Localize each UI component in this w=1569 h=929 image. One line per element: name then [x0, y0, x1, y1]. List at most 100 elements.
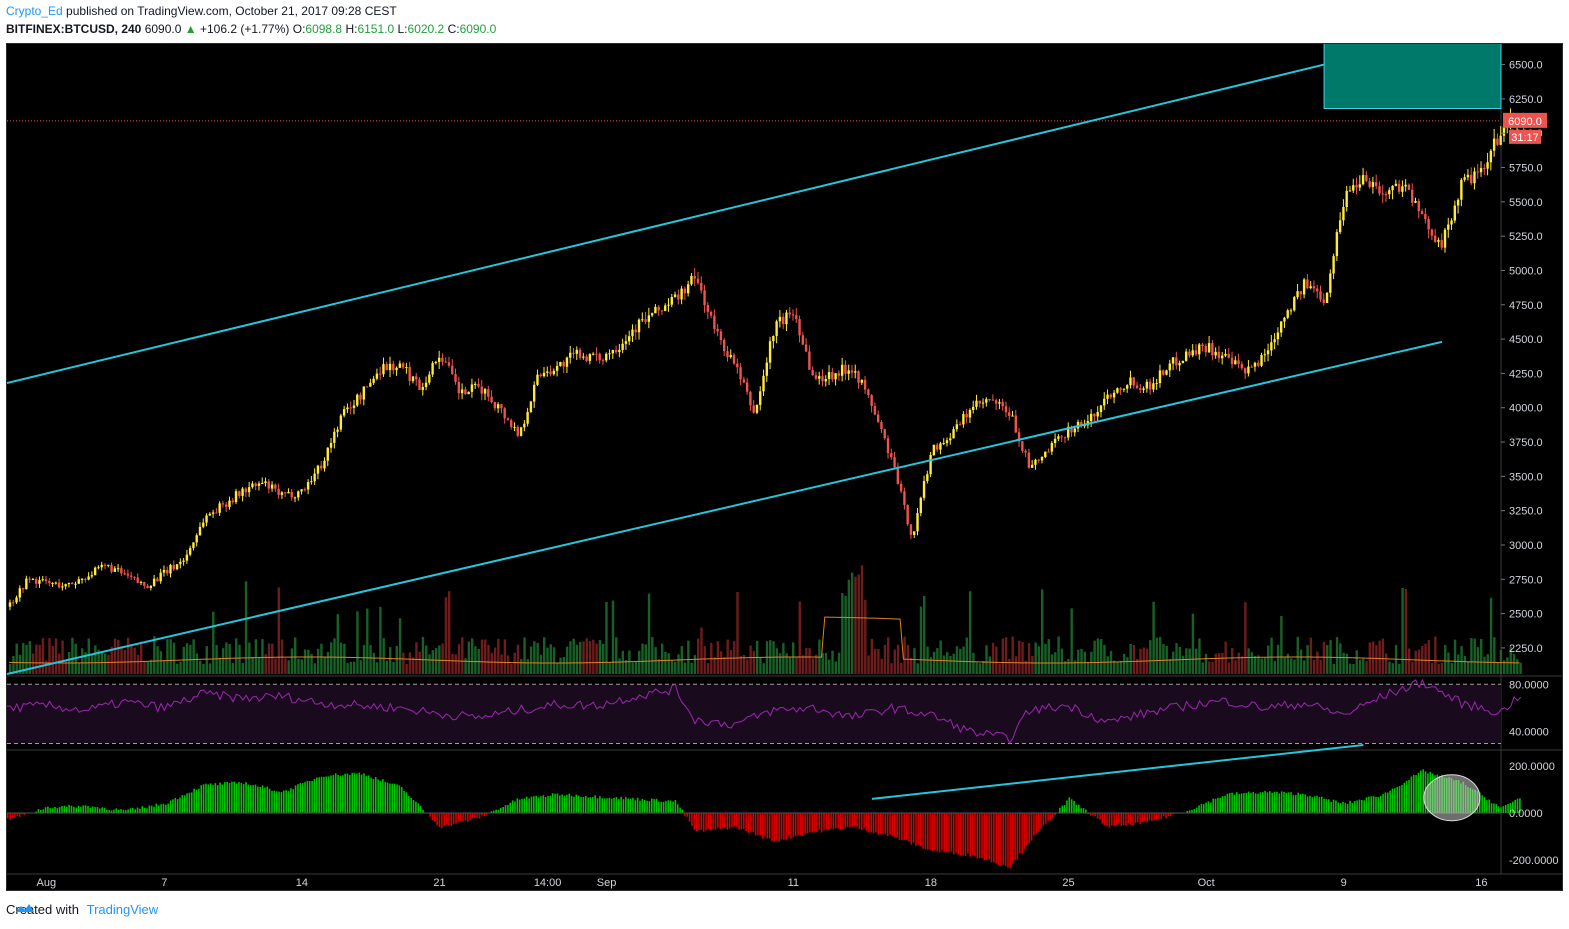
candle-body: [627, 336, 631, 342]
candle-body: [552, 370, 556, 375]
histogram-bar: [1259, 792, 1262, 813]
histogram-bar: [1066, 800, 1068, 813]
candle-body: [1162, 370, 1165, 375]
histogram-bar: [68, 804, 70, 813]
chart-svg[interactable]: 2250.02500.02750.03000.03250.03500.03750…: [7, 44, 1562, 890]
histogram-bar: [1212, 798, 1215, 813]
histogram-bar: [1252, 791, 1255, 813]
histogram-bar: [613, 797, 615, 813]
histogram-bar: [1243, 793, 1245, 813]
symbol-label[interactable]: BITFINEX:BTCUSD, 240: [6, 22, 142, 36]
volume-bar: [389, 647, 392, 674]
volume-bar: [107, 654, 110, 674]
histogram-bar: [1344, 802, 1347, 813]
histogram-bar: [153, 806, 155, 813]
candle-body: [1011, 415, 1014, 417]
histogram-bar: [238, 782, 240, 813]
volume-bar: [48, 638, 51, 674]
volume-bar: [638, 650, 641, 674]
histogram-bar: [228, 782, 231, 813]
candle-body: [424, 382, 428, 388]
histogram-bar: [249, 785, 252, 813]
candle-body: [336, 429, 339, 432]
candle-body: [166, 569, 169, 574]
histogram-bar: [794, 813, 797, 836]
candle-body: [352, 405, 356, 408]
candle-body: [1217, 351, 1221, 359]
candle-body: [680, 288, 683, 300]
volume-bar: [1437, 663, 1440, 674]
candle-body: [225, 504, 228, 507]
volume-bar: [605, 601, 608, 674]
volume-bar: [1463, 655, 1467, 674]
volume-bar: [916, 663, 919, 674]
histogram-bar: [344, 773, 346, 813]
candle-body: [798, 319, 801, 336]
chart-area[interactable]: 2250.0 2500.0 2750.0 3000.0 3250.0 3500.0 3750…: [6, 43, 1563, 891]
volume-bar: [945, 652, 949, 674]
histogram-bar: [176, 799, 179, 813]
volume-bar: [313, 663, 317, 674]
volume-bar: [493, 647, 497, 674]
histogram-bar: [1096, 813, 1099, 819]
oscillator-tick-label: -200.0000: [1509, 855, 1559, 867]
divergence-line: [871, 743, 1364, 800]
volume-bar: [1493, 637, 1496, 674]
price-tick-label: 3500.0: [1509, 471, 1543, 483]
histogram-bar: [462, 813, 464, 822]
volume-bar: [94, 645, 97, 674]
histogram-bar: [886, 813, 889, 837]
volume-bar: [919, 606, 923, 674]
histogram-bar: [474, 813, 476, 819]
volume-bar: [320, 643, 323, 674]
volume-bar: [703, 646, 706, 674]
histogram-bar: [1266, 792, 1269, 813]
candle-body: [1486, 162, 1489, 169]
volume-bar: [932, 651, 936, 674]
volume-bar: [1319, 659, 1322, 674]
histogram-bar: [207, 784, 210, 813]
volume-bar: [1132, 644, 1136, 674]
histogram-bar: [728, 813, 731, 829]
volume-bar: [1312, 659, 1316, 674]
histogram-bar: [603, 798, 606, 813]
highlight-circle: [1423, 774, 1481, 822]
volume-bar: [1253, 656, 1257, 674]
tradingview-link[interactable]: TradingView: [86, 902, 159, 917]
histogram-bar: [1410, 776, 1413, 813]
volume-bar: [352, 661, 356, 674]
volume-bar: [1499, 649, 1503, 674]
histogram-bar: [511, 800, 514, 813]
candle-body: [506, 418, 510, 421]
candle-body: [1014, 415, 1017, 433]
histogram-bar: [533, 796, 535, 813]
histogram-bar: [924, 813, 927, 849]
volume-bar: [323, 657, 326, 674]
volume-bar: [18, 654, 22, 674]
candle-body: [575, 349, 578, 354]
histogram-bar: [905, 813, 908, 841]
histogram-bar: [698, 813, 700, 831]
histogram-bar: [261, 785, 264, 813]
volume-bar: [1221, 652, 1224, 674]
volume-bar: [1293, 659, 1296, 674]
volume-bar: [500, 654, 503, 674]
candle-body: [1302, 279, 1306, 295]
histogram-bar: [212, 784, 214, 813]
volume-bar: [1434, 636, 1437, 674]
histogram-bar: [7, 813, 9, 819]
candle-body: [1060, 436, 1063, 438]
volume-bar: [510, 663, 513, 674]
histogram-bar: [389, 783, 391, 813]
volume-bar: [883, 644, 887, 674]
histogram-bar: [669, 800, 672, 813]
candle-body: [755, 404, 759, 413]
histogram-bar: [306, 780, 309, 813]
candle-body: [1004, 406, 1008, 413]
histogram-bar: [731, 813, 733, 828]
volume-bar: [156, 646, 159, 674]
candle-body: [818, 376, 821, 379]
histogram-bar: [945, 813, 948, 853]
volume-bar: [271, 643, 274, 674]
author-link[interactable]: Crypto_Ed: [6, 4, 63, 18]
